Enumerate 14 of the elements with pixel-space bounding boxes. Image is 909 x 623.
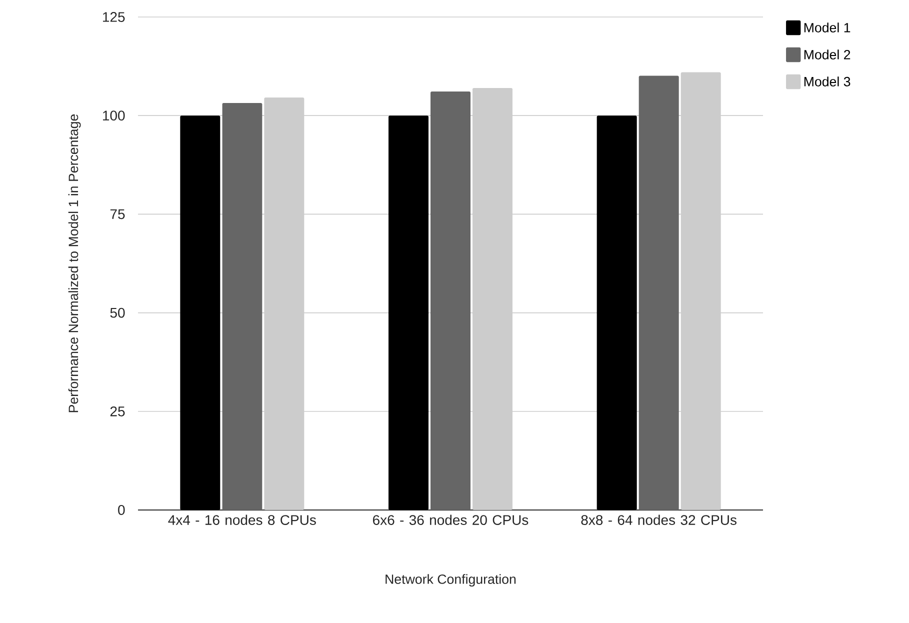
x-axis-title: Network Configuration: [386, 574, 516, 587]
x-tick-label: 8x8 - 64 nodes 32 CPUs: [581, 514, 736, 525]
x-tick-label: 6x6 - 36 nodes 20 CPUs: [373, 514, 528, 525]
legend-label: Model 1: [804, 22, 850, 32]
y-tick-label: 50: [110, 308, 125, 318]
x-tick-label: 4x4 - 16 nodes 8 CPUs: [168, 514, 316, 525]
y-tick-label: 125: [103, 12, 125, 22]
y-tick-label: 100: [103, 110, 125, 121]
y-tick-label: 75: [110, 209, 125, 220]
y-axis-title: Performance Normalized to Model 1 in Percentage: [68, 114, 81, 412]
legend-label: Model 2: [804, 50, 850, 60]
y-tick-label: 0: [118, 505, 125, 515]
legend-label: Model 3: [804, 76, 850, 86]
y-tick-label: 25: [110, 406, 125, 416]
